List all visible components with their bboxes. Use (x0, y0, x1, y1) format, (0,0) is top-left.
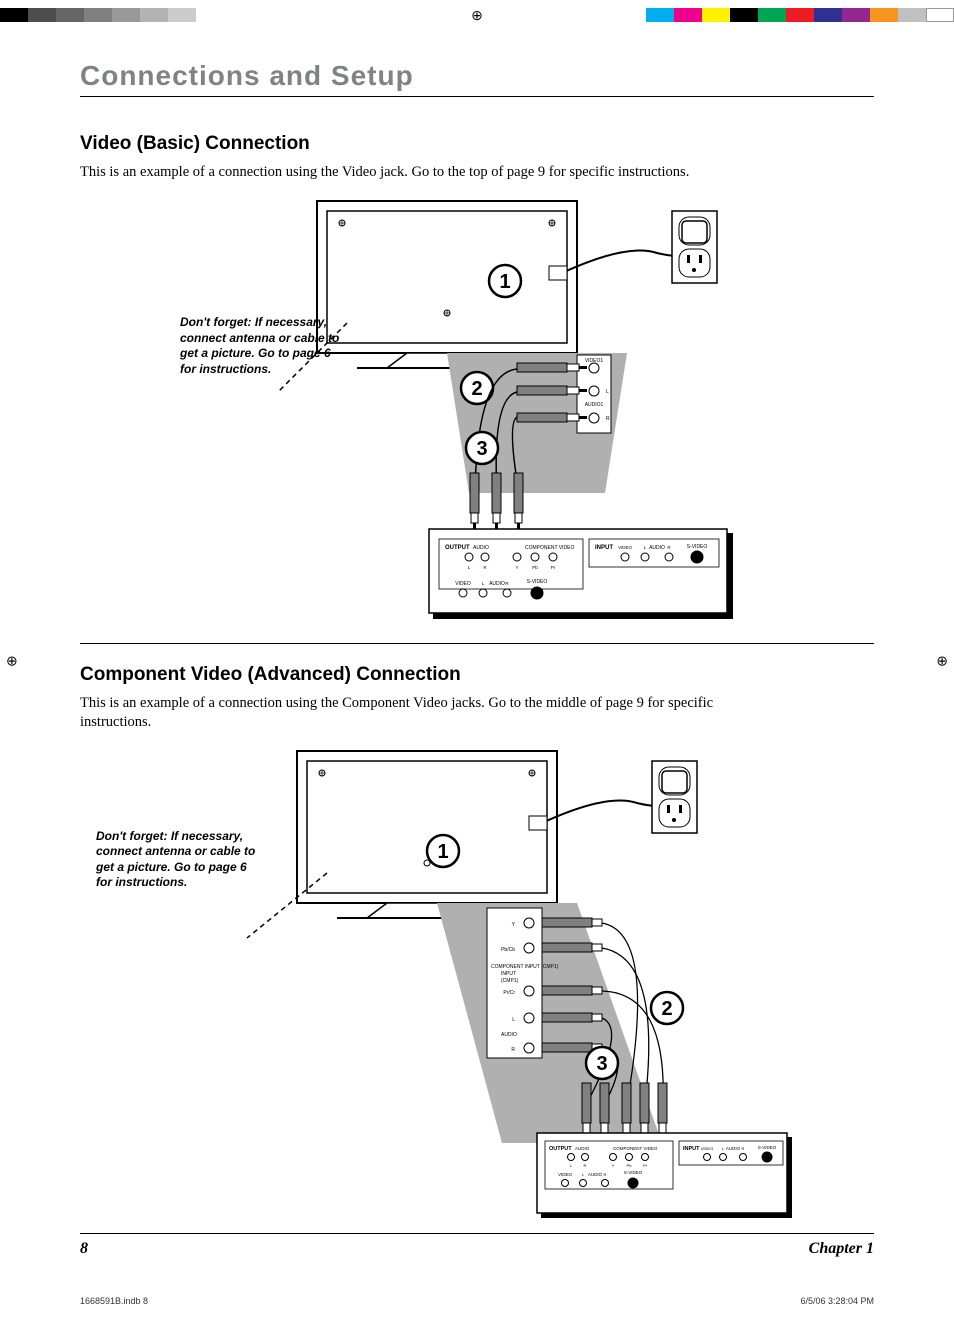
svg-text:L: L (512, 1017, 515, 1023)
svg-text:R: R (604, 1172, 607, 1177)
svg-text:S-VIDEO: S-VIDEO (758, 1145, 777, 1150)
av-device: OUTPUT AUDIO COMPONENT VIDEO L R Y Pb Pr… (537, 1133, 792, 1218)
svg-text:AUDIO: AUDIO (501, 1032, 517, 1038)
section2-body: This is an example of a connection using… (80, 694, 720, 733)
svg-text:3: 3 (476, 438, 487, 460)
svg-text:L: L (606, 389, 609, 395)
svg-text:OUTPUT: OUTPUT (445, 545, 470, 551)
svg-text:INPUT: INPUT (595, 545, 613, 551)
svg-text:R: R (606, 416, 610, 422)
svg-text:COMPONENT INPUT (CMP1): COMPONENT INPUT (CMP1) (491, 964, 559, 970)
diagram2: 1 Y Pb/Cb COMPONENT INPUT (CMP1) INPUT (… (157, 743, 797, 1223)
step-3: 3 (586, 1047, 618, 1079)
diagram2-area: 1 Y Pb/Cb COMPONENT INPUT (CMP1) INPUT (… (80, 743, 874, 1223)
color-bars (646, 8, 954, 22)
step-1: 1 (427, 835, 459, 867)
section1-callout: Don't forget: If necessary, connect ante… (180, 315, 350, 377)
svg-text:AUDIO: AUDIO (473, 545, 489, 551)
svg-text:COMPONENT VIDEO: COMPONENT VIDEO (613, 1146, 658, 1151)
grayscale-bars (0, 8, 196, 22)
svg-text:R: R (511, 1047, 515, 1053)
svg-text:2: 2 (471, 378, 482, 400)
rca-plug (517, 363, 587, 372)
page-footer: 8 Chapter 1 (80, 1233, 874, 1258)
svg-text:Y: Y (612, 1163, 615, 1168)
step-1: 1 (489, 265, 521, 297)
diagram1: 1 VIDEO1 L AUDIO1 R 2 (207, 193, 747, 623)
page-number: 8 (80, 1240, 88, 1258)
svg-text:AUDIO: AUDIO (489, 581, 505, 587)
svg-text:Y: Y (515, 565, 518, 570)
svg-text:VIDEO: VIDEO (455, 581, 471, 587)
svg-text:1: 1 (437, 841, 448, 863)
svg-text:R: R (584, 1163, 587, 1168)
svg-text:S-VIDEO: S-VIDEO (687, 544, 708, 550)
page-content: Connections and Setup Video (Basic) Conn… (80, 60, 874, 1264)
svg-text:Pb/Cb: Pb/Cb (501, 947, 515, 953)
section2-title: Component Video (Advanced) Connection (80, 664, 874, 686)
step-2: 2 (651, 992, 683, 1024)
section2-callout: Don't forget: If necessary, connect ante… (96, 829, 266, 891)
svg-text:Pb: Pb (627, 1163, 633, 1168)
svg-text:VIDEO1: VIDEO1 (585, 358, 604, 364)
svg-text:1: 1 (499, 271, 510, 293)
print-file: 1668591B.indb 8 (80, 1296, 148, 1306)
svg-text:VIDEO: VIDEO (701, 1146, 713, 1151)
svg-text:Pr: Pr (643, 1163, 648, 1168)
step-3: 3 (466, 432, 498, 464)
svg-text:AUDIO: AUDIO (726, 1146, 741, 1151)
section-divider (80, 643, 874, 644)
svg-text:VIDEO: VIDEO (618, 545, 633, 550)
svg-text:Pr: Pr (551, 565, 556, 570)
svg-text:Pb: Pb (532, 565, 538, 570)
svg-text:Pr/Cr: Pr/Cr (503, 990, 515, 996)
registration-mark-left: ⊕ (6, 654, 18, 671)
section-basic: Video (Basic) Connection This is an exam… (80, 133, 874, 623)
svg-text:COMPONENT VIDEO: COMPONENT VIDEO (525, 545, 574, 551)
diagram1-area: 1 VIDEO1 L AUDIO1 R 2 (80, 193, 874, 623)
svg-text:S-VIDEO: S-VIDEO (527, 579, 548, 585)
wall-outlet-icon (672, 211, 717, 283)
svg-text:(CMP1): (CMP1) (501, 978, 519, 984)
section1-title: Video (Basic) Connection (80, 133, 874, 155)
svg-text:INPUT: INPUT (501, 971, 516, 977)
section-component: Component Video (Advanced) Connection Th… (80, 664, 874, 1223)
svg-text:R: R (742, 1146, 745, 1151)
svg-text:2: 2 (661, 998, 672, 1020)
registration-mark-right: ⊕ (936, 654, 948, 671)
svg-text:AUDIO: AUDIO (588, 1172, 603, 1177)
svg-text:S-VIDEO: S-VIDEO (624, 1170, 643, 1175)
print-timestamp: 6/5/06 3:28:04 PM (800, 1296, 874, 1306)
section1-body: This is an example of a connection using… (80, 163, 720, 183)
svg-text:OUTPUT: OUTPUT (549, 1146, 572, 1152)
svg-text:INPUT: INPUT (683, 1146, 700, 1152)
chapter-label: Chapter 1 (809, 1240, 874, 1258)
tv-back (297, 751, 675, 918)
svg-text:AUDIO: AUDIO (649, 545, 665, 551)
svg-text:AUDIO: AUDIO (575, 1146, 590, 1151)
registration-mark-top: ⊕ (471, 8, 483, 25)
av-device: OUTPUT AUDIO COMPONENT VIDEO L R Y Pb Pr… (429, 529, 733, 619)
svg-text:3: 3 (596, 1053, 607, 1075)
svg-text:VIDEO: VIDEO (558, 1172, 573, 1177)
svg-text:AUDIO1: AUDIO1 (585, 402, 604, 408)
print-footer: 1668591B.indb 8 6/5/06 3:28:04 PM (80, 1296, 874, 1306)
wall-outlet-icon (652, 761, 697, 833)
page-title: Connections and Setup (80, 60, 874, 97)
